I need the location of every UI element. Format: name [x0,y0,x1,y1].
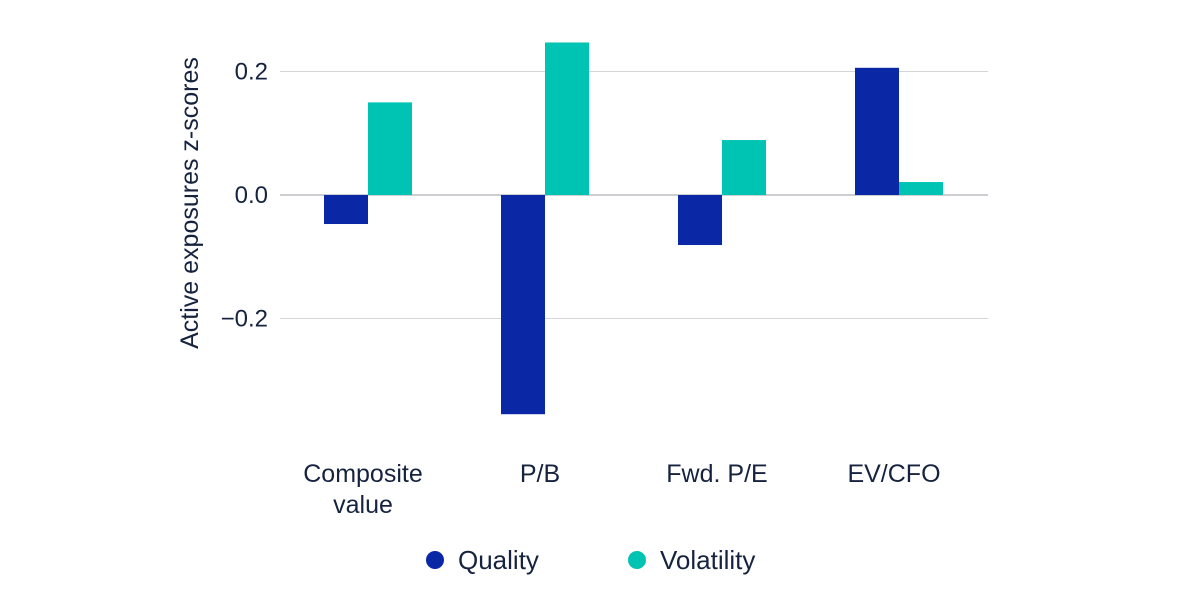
legend-marker-volatility [628,551,646,569]
bar-quality-2 [678,195,722,246]
x-category-label: EV/CFO [847,460,940,488]
bar-volatility-0 [368,102,412,195]
bar-volatility-3 [899,182,943,195]
y-tick-label: 0.0 [235,182,268,209]
x-category-labels: Composite value P/B Fwd. P/E EV/CFO [303,460,940,519]
bar-quality-3 [855,67,899,195]
legend-label-quality: Quality [458,545,539,575]
legend: Quality Volatility [426,545,755,575]
y-tick-labels: 0.2 0.0 −0.2 [221,59,268,333]
bar-volatility-1 [545,42,589,195]
legend-marker-quality [426,551,444,569]
y-tick-label: −0.2 [221,306,268,333]
bar-quality-0 [324,195,368,225]
bars [324,42,943,415]
bar-quality-1 [501,195,545,415]
legend-label-volatility: Volatility [660,545,755,575]
y-tick-label: 0.2 [235,59,268,86]
x-category-label: Fwd. P/E [666,460,767,488]
x-category-label: P/B [520,460,560,488]
bar-volatility-2 [722,140,766,195]
y-axis-title: Active exposures z-scores [176,57,204,349]
x-category-label: Composite value [303,460,423,519]
